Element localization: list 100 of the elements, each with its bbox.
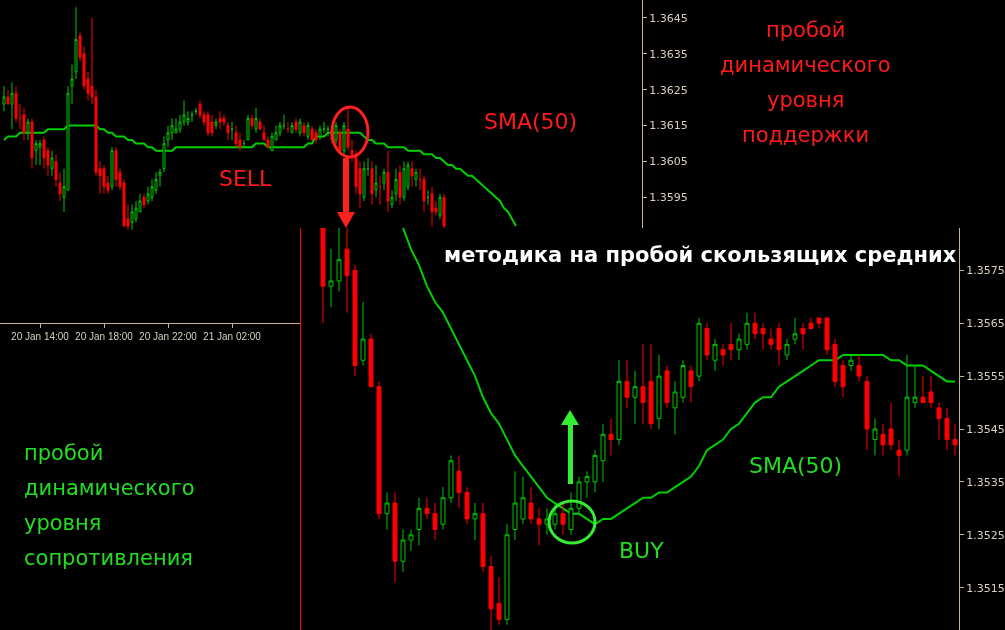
candlestick <box>408 529 414 552</box>
candlestick <box>464 486 470 525</box>
candlestick <box>190 110 194 123</box>
candlestick <box>480 502 486 573</box>
candlestick <box>680 359 686 404</box>
candlestick <box>528 486 534 525</box>
candlestick <box>632 370 638 425</box>
candlestick <box>864 375 870 451</box>
candlestick <box>430 186 434 227</box>
candlestick <box>448 454 454 504</box>
x-tick-label: 20 Jan 22:00 <box>139 331 198 342</box>
candlestick <box>414 168 418 188</box>
candlestick <box>402 161 406 202</box>
candlestick <box>800 322 806 351</box>
candlestick <box>792 317 798 345</box>
candlestick <box>310 125 314 141</box>
candlestick <box>616 359 622 446</box>
x-tick-label: 21 Jan 02:00 <box>203 331 262 342</box>
candlestick <box>520 476 526 525</box>
candlestick <box>784 338 790 361</box>
candlestick <box>920 375 926 404</box>
candlestick <box>824 317 830 356</box>
candlestick <box>816 317 822 329</box>
candlestick <box>438 193 442 220</box>
candlestick <box>848 354 854 372</box>
candlestick <box>768 328 774 351</box>
candlestick <box>302 121 306 137</box>
candlestick <box>584 470 590 499</box>
candlestick <box>298 117 302 137</box>
candlestick <box>440 486 446 530</box>
candlestick <box>936 402 942 441</box>
candlestick <box>880 423 886 456</box>
candlestick <box>600 423 606 483</box>
annotation: BUY <box>619 538 665 563</box>
candlestick <box>592 449 598 493</box>
candlestick <box>50 150 54 177</box>
candlestick <box>648 343 654 430</box>
candlestick <box>400 529 406 573</box>
y-tick-label: 1.3575 <box>966 264 1005 278</box>
candlestick <box>504 523 510 626</box>
candlestick <box>382 168 386 191</box>
annotation: SMA(50) <box>484 109 578 134</box>
candlestick <box>34 139 38 166</box>
candlestick <box>360 301 366 367</box>
candlestick <box>560 502 566 536</box>
candlestick <box>230 121 234 141</box>
candlestick <box>608 417 614 456</box>
candlestick <box>110 146 114 191</box>
y-tick-label: 1.3525 <box>966 528 1005 542</box>
candlestick <box>250 114 254 130</box>
candlestick <box>776 322 782 367</box>
candlestick <box>30 117 34 170</box>
y-tick-label: 1.3605 <box>649 155 688 169</box>
candlestick <box>210 114 214 137</box>
candlestick <box>38 139 42 166</box>
candlestick <box>234 125 238 148</box>
candlestick <box>416 497 422 546</box>
candlestick <box>334 121 338 145</box>
candlestick <box>386 150 390 213</box>
candlestick <box>872 417 878 456</box>
candlestick <box>328 248 334 308</box>
candlestick <box>712 338 718 372</box>
candlestick <box>752 312 758 340</box>
candlestick <box>130 204 134 231</box>
candlestick <box>904 354 910 456</box>
candlestick <box>384 491 390 530</box>
candlestick <box>704 322 710 361</box>
text: пробой динамического уровня поддержки <box>720 18 891 147</box>
candlestick <box>102 164 106 195</box>
candlestick <box>142 193 146 209</box>
candlestick <box>760 322 766 351</box>
candlestick <box>888 402 894 451</box>
candlestick <box>314 128 318 145</box>
y-tick-label: 1.3545 <box>966 422 1005 436</box>
candlestick <box>374 164 378 198</box>
candlestick <box>442 193 446 231</box>
candlestick <box>720 343 726 367</box>
y-tick-label: 1.3535 <box>966 475 1005 489</box>
candlestick <box>736 333 742 361</box>
candlestick <box>856 354 862 382</box>
candlestick <box>206 110 210 137</box>
y-tick-label: 1.3595 <box>649 191 688 205</box>
candlestick <box>290 121 294 134</box>
candlestick <box>254 107 258 134</box>
y-tick-label: 1.3635 <box>649 47 688 61</box>
candlestick <box>352 264 358 377</box>
text: пробой динамического уровня сопротивления <box>24 441 195 570</box>
candlestick <box>496 576 502 626</box>
y-tick-label: 1.3645 <box>649 11 688 25</box>
candlestick <box>536 507 542 546</box>
candlestick <box>306 121 310 141</box>
candlestick <box>22 107 26 141</box>
candlestick <box>392 491 398 583</box>
candlestick <box>696 317 702 382</box>
candlestick <box>928 375 934 409</box>
candlestick <box>10 82 14 130</box>
candlestick <box>808 317 814 329</box>
candlestick <box>672 380 678 435</box>
candlestick <box>944 407 950 451</box>
candlestick <box>488 555 494 630</box>
